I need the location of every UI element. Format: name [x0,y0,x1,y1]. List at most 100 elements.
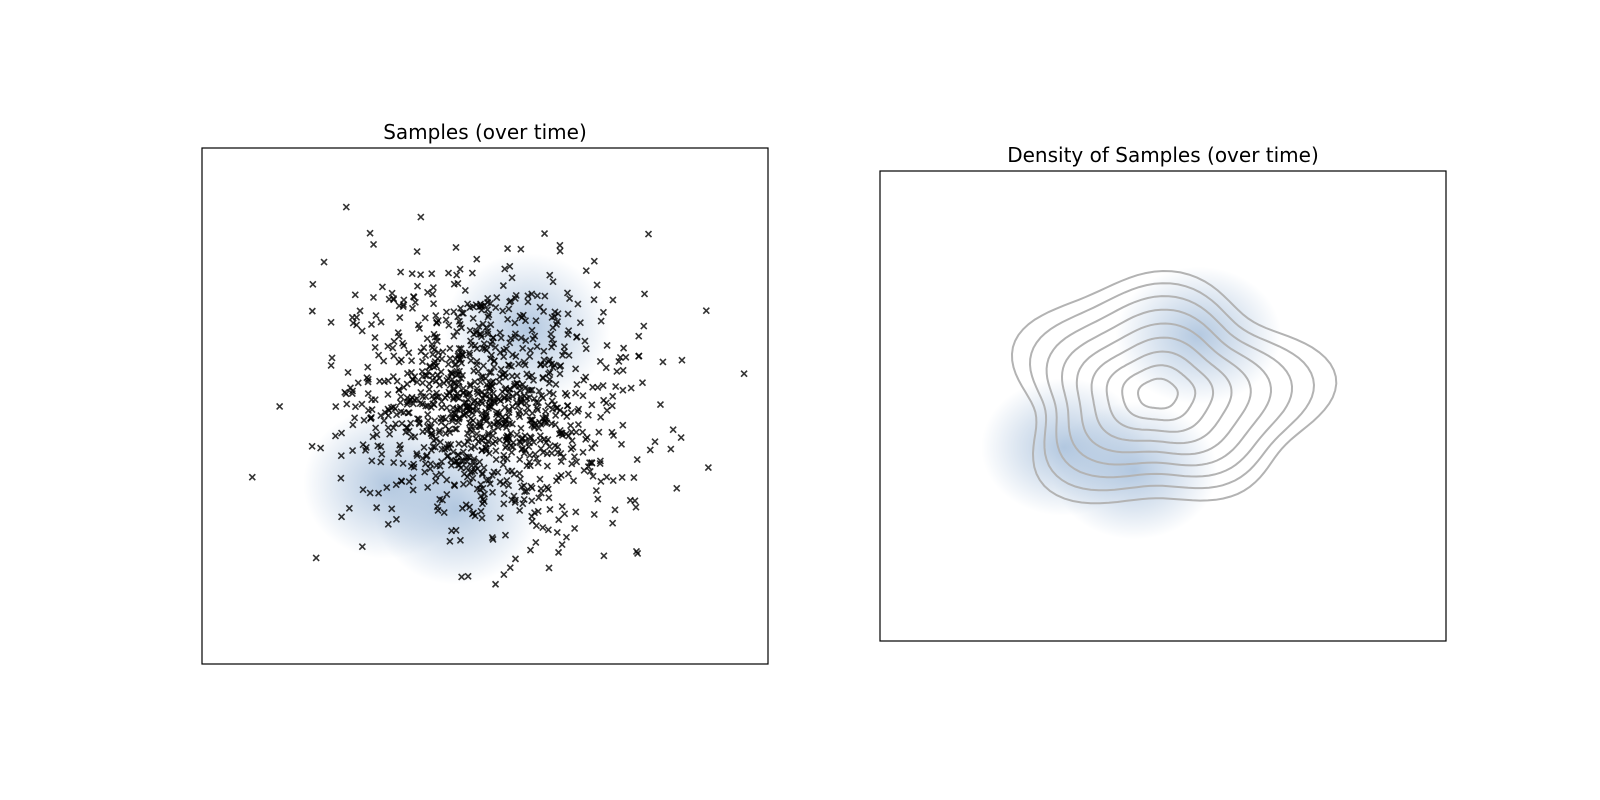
sample-point [459,351,467,359]
sample-point [443,490,451,499]
sample-point [597,477,605,486]
sample-point [367,320,376,329]
sample-point [443,376,451,385]
sample-point [558,541,566,549]
sample-point [508,496,516,504]
sample-point [506,339,514,347]
sample-point [497,334,505,342]
sample-point [484,437,492,445]
sample-point [565,432,573,440]
sample-point [494,423,502,431]
sample-point [533,292,541,300]
sample-point [386,430,394,438]
sample-point [534,459,542,467]
sample-point [536,436,544,444]
sample-point [521,488,529,496]
sample-point [368,396,376,404]
sample-point [351,403,360,411]
sample-point [453,393,462,401]
sample-point [596,357,604,365]
sample-point [509,392,517,400]
sample-point [408,270,416,278]
sample-point [574,300,582,308]
sample-point [526,386,535,394]
sample-point [374,489,383,497]
sample-point [468,428,476,436]
sample-point [579,448,587,456]
sample-point [444,360,452,368]
sample-point [603,406,611,414]
sample-point [519,500,527,508]
sample-point [477,423,485,431]
sample-point [384,520,392,528]
sample-point [638,379,647,387]
sample-point [556,370,564,378]
sample-point [581,337,589,345]
sample-point [552,411,560,420]
sample-point [464,438,472,446]
sample-point [455,317,463,325]
sample-point [603,341,611,349]
sample-point [471,378,479,386]
sample-point [327,318,335,326]
sample-point [461,286,469,294]
sample-point [556,247,564,255]
sample-point [511,294,519,302]
sample-point [651,438,659,446]
sample-point [531,332,539,340]
sample-point [344,368,352,376]
sample-point [593,281,601,289]
sample-point [342,203,350,211]
sample-point [480,490,489,498]
sample-point [521,437,529,445]
contour-line-4 [1075,322,1252,456]
sample-point [523,462,531,470]
sample-point [573,458,581,466]
sample-point [516,439,524,447]
sample-point [383,484,391,492]
sample-point [558,502,566,511]
sample-point [539,374,547,382]
sample-point [388,289,396,297]
sample-point [545,443,554,451]
sample-point [528,497,536,505]
sample-point [437,470,445,478]
sample-point [613,367,621,376]
sample-point [377,411,385,420]
sample-point [544,526,552,534]
sample-point [438,458,446,466]
sample-point [528,290,536,298]
sample-point [358,327,366,335]
sample-point [488,488,497,496]
sample-point [550,340,558,348]
sample-point [447,456,455,464]
sample-point [480,415,488,424]
sample-point [772,469,778,475]
sample-point [473,361,481,369]
sample-point [405,349,413,357]
sample-point [551,442,559,450]
sample-point [603,473,611,481]
sample-point [411,298,419,306]
sample-point [446,344,454,353]
sample-point [482,374,490,382]
sample-point [410,293,418,301]
sample-point [533,404,541,412]
sample-point [455,378,463,386]
sample-point [492,447,500,455]
sample-point [517,424,525,432]
sample-point [496,514,504,522]
sample-point [369,433,377,441]
sample-point [446,389,454,397]
sample-point [543,450,551,458]
sample-point [385,295,393,303]
sample-point [398,477,406,485]
sample-point [548,397,556,405]
sample-point [535,387,543,395]
samples-panel: Samples (over time) [201,120,778,665]
sample-point [537,445,545,453]
sample-point [442,316,450,324]
sample-point [429,290,437,298]
sample-point [501,531,510,539]
sample-point [567,445,575,453]
